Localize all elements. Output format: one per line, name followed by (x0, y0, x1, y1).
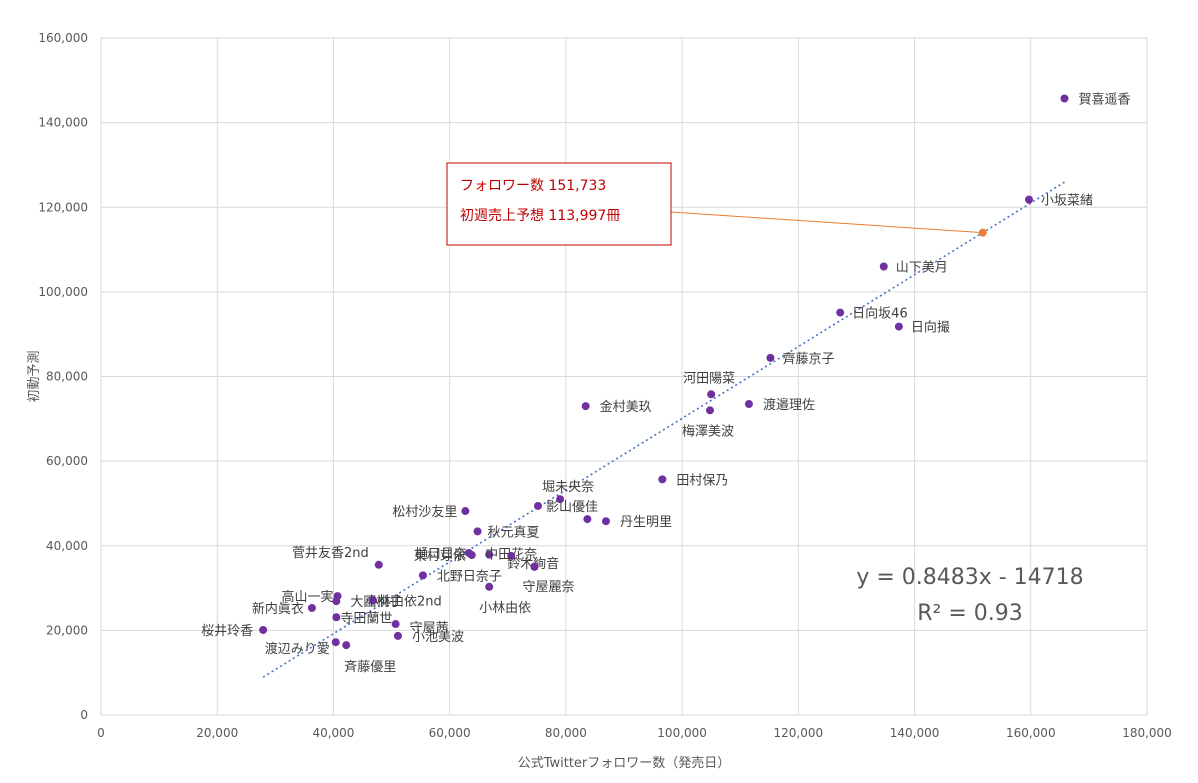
data-point (836, 308, 845, 317)
point-label: 河田陽菜 (683, 371, 735, 386)
data-point (706, 406, 715, 415)
point-label: 樋口日奈 (415, 546, 467, 562)
y-tick-label: 120,000 (38, 200, 88, 214)
y-tick-label: 160,000 (38, 31, 88, 45)
regression-equation: y = 0.8483x - 14718 R² = 0.93 (856, 565, 1083, 626)
y-tick-label: 0 (80, 708, 88, 722)
point-label: 小坂菜緒 (1041, 194, 1093, 209)
data-point (485, 550, 494, 559)
data-point (368, 596, 377, 605)
point-label: 渡辺みり愛 (265, 641, 330, 657)
y-tick-label: 40,000 (46, 539, 88, 553)
equation-text: y = 0.8483x - 14718 (856, 565, 1083, 590)
x-tick-label: 100,000 (657, 726, 707, 740)
r-squared-text: R² = 0.93 (917, 601, 1023, 626)
point-label: 小池美波 (412, 630, 464, 645)
x-tick-label: 20,000 (196, 726, 238, 740)
x-tick-label: 0 (97, 726, 105, 740)
point-label: 日向撮 (911, 320, 950, 336)
data-point (1060, 94, 1069, 103)
data-point (879, 262, 888, 271)
point-label: 梅澤美波 (682, 424, 734, 439)
x-tick-label: 60,000 (429, 726, 471, 740)
data-point (331, 638, 340, 647)
point-label: 斉藤優里 (344, 659, 396, 675)
point-label: 小林由依2nd (365, 594, 442, 609)
point-label: 渡邉理佐 (763, 397, 815, 413)
point-label: 山下美月 (896, 260, 948, 275)
data-point (707, 390, 716, 399)
x-tick-label: 160,000 (1006, 726, 1056, 740)
data-point (391, 620, 400, 629)
point-label: 新内眞衣 (252, 601, 304, 617)
point-label: 秋元真夏 (488, 525, 540, 540)
data-point (473, 527, 482, 536)
data-point (259, 625, 268, 634)
point-label: 齊藤京子 (782, 352, 834, 367)
x-tick-label: 140,000 (890, 726, 940, 740)
data-point (530, 562, 539, 571)
data-point (307, 603, 316, 612)
trendline-path (262, 181, 1065, 678)
y-tick-label: 140,000 (38, 116, 88, 130)
x-tick-label: 80,000 (545, 726, 587, 740)
point-label: 小林由依 (479, 601, 531, 616)
data-point (418, 571, 427, 580)
x-axis-title: 公式Twitterフォロワー数（発売日） (518, 755, 731, 771)
callout-line-2: 初週売上予想 113,997冊 (460, 207, 620, 224)
data-point (485, 582, 494, 591)
point-label: 大園桃子 (350, 595, 402, 610)
point-label: 高山一実 (281, 589, 333, 605)
y-tick-label: 100,000 (38, 285, 88, 299)
data-point (393, 631, 402, 640)
point-label: 田村保乃 (676, 473, 728, 488)
data-point (894, 322, 903, 331)
data-point (332, 613, 341, 622)
point-label: 東村芽依 (414, 548, 466, 564)
y-tick-label: 20,000 (46, 623, 88, 637)
point-label: 影山優佳 (546, 500, 598, 515)
point-label: 賀喜遥香 (1078, 93, 1130, 108)
point-label: 桜井玲香 (201, 624, 253, 639)
point-label: 松村沙友里 (392, 504, 457, 520)
data-point (507, 551, 516, 560)
data-point (556, 495, 565, 504)
data-point (374, 560, 383, 569)
data-point (342, 641, 351, 650)
point-label: 菅井友香2nd (292, 545, 369, 561)
x-tick-label: 120,000 (774, 726, 824, 740)
data-point (601, 517, 610, 526)
axes: 0 20,000 40,000 60,000 80,000 100,000 120,000 1… (27, 31, 1172, 771)
point-label: 守屋茜 (410, 621, 449, 636)
callout: フォロワー数 151,733 初週売上予想 113,997冊 (446, 162, 983, 246)
point-label: 堀未央奈 (542, 480, 594, 495)
point-label: 守屋麗奈 (523, 580, 575, 595)
point-label: 北野日奈子 (437, 569, 502, 584)
callout-line-1: フォロワー数 151,733 (460, 178, 606, 194)
point-label: 丹生明里 (620, 515, 672, 530)
point-label: 日向坂46 (852, 306, 908, 322)
callout-box (446, 162, 672, 246)
data-point (332, 597, 341, 606)
y-axis-title: 初動予測 (27, 350, 42, 402)
x-tick-label: 40,000 (312, 726, 354, 740)
data-point (581, 402, 590, 411)
data-point (766, 353, 775, 362)
trendline (262, 181, 1065, 678)
data-point (533, 501, 542, 510)
callout-leader-line (670, 211, 983, 234)
data-point (467, 551, 476, 560)
y-tick-label: 80,000 (46, 370, 88, 384)
y-tick-label: 60,000 (46, 454, 88, 468)
x-tick-label: 180,000 (1122, 726, 1172, 740)
data-point (1025, 195, 1034, 204)
point-label: 金村美玖 (600, 399, 652, 415)
point-label: 寺田蘭世 (340, 610, 392, 626)
data-point (583, 515, 592, 524)
data-point (658, 475, 667, 484)
data-point (744, 400, 753, 409)
data-point (461, 507, 470, 516)
